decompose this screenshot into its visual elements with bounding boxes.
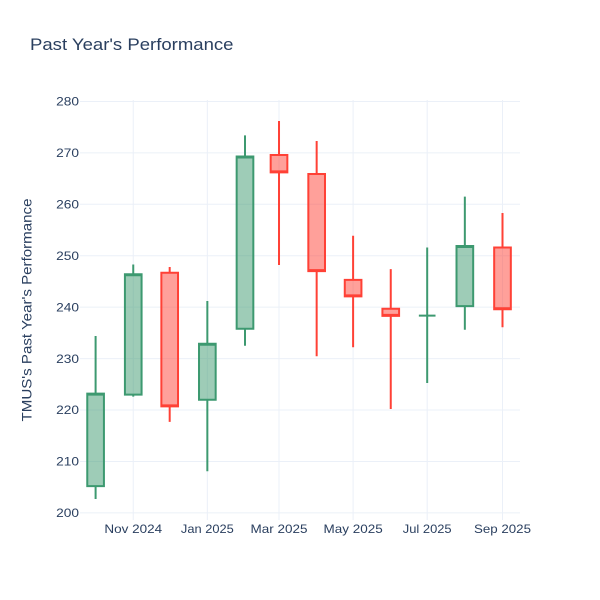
svg-text:270: 270 [56,146,79,160]
svg-text:May 2025: May 2025 [324,522,384,536]
svg-text:250: 250 [56,249,79,263]
svg-text:Jul 2025: Jul 2025 [403,522,452,536]
svg-text:TMUS's Past Year's Performance: TMUS's Past Year's Performance [19,198,35,421]
svg-text:280: 280 [56,95,79,109]
svg-text:210: 210 [56,455,79,469]
svg-text:Nov 2024: Nov 2024 [104,522,162,536]
svg-text:200: 200 [56,506,79,520]
svg-text:260: 260 [56,198,79,212]
svg-text:230: 230 [56,352,79,366]
svg-text:Past Year's Performance: Past Year's Performance [30,35,234,54]
svg-text:Sep 2025: Sep 2025 [474,522,531,536]
svg-text:Jan 2025: Jan 2025 [181,522,234,536]
svg-text:220: 220 [56,403,79,417]
svg-text:Mar 2025: Mar 2025 [251,522,308,536]
svg-text:240: 240 [56,300,79,314]
